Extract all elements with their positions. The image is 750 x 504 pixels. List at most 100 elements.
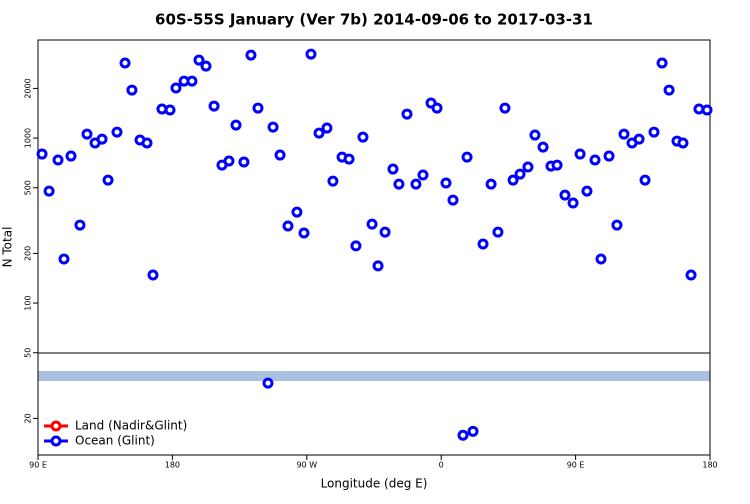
point	[477, 238, 489, 250]
point	[514, 168, 526, 180]
point	[164, 104, 176, 116]
point	[223, 155, 235, 167]
point	[52, 154, 64, 166]
point	[186, 75, 198, 87]
point	[379, 226, 391, 238]
point	[58, 253, 70, 265]
plot-frame	[37, 39, 711, 456]
y-tick-label: 100	[24, 295, 33, 310]
point	[343, 153, 355, 165]
point	[447, 194, 459, 206]
point	[81, 128, 93, 140]
point	[74, 219, 86, 231]
point	[618, 128, 630, 140]
point	[366, 218, 378, 230]
point	[147, 269, 159, 281]
point	[639, 174, 651, 186]
band	[38, 371, 710, 381]
point	[119, 57, 131, 69]
point	[611, 219, 623, 231]
point	[262, 377, 274, 389]
point	[603, 150, 615, 162]
point	[567, 197, 579, 209]
point	[372, 260, 384, 272]
y-tick-label: 500	[24, 180, 33, 195]
point	[499, 102, 511, 114]
legend: Land (Nadir&Glint)Ocean (Glint)	[44, 419, 187, 448]
point	[648, 126, 660, 138]
x-tick-label: 90 E	[567, 461, 585, 470]
legend-marker	[50, 420, 62, 432]
x-tick-label: 90 E	[29, 461, 47, 470]
point	[96, 133, 108, 145]
point	[529, 129, 541, 141]
point	[387, 163, 399, 175]
point	[350, 240, 362, 252]
y-tick-label: 2000	[24, 78, 33, 98]
point	[485, 178, 497, 190]
x-tick-label: 180	[165, 461, 180, 470]
point	[701, 104, 713, 116]
point	[65, 150, 77, 162]
point	[357, 131, 369, 143]
point	[170, 82, 182, 94]
point	[537, 141, 549, 153]
point	[200, 60, 212, 72]
y-tick-label: 50	[24, 348, 33, 358]
point	[663, 84, 675, 96]
y-tick-label: 1000	[24, 128, 33, 148]
point	[43, 185, 55, 197]
point	[321, 122, 333, 134]
point	[633, 133, 645, 145]
point	[252, 102, 264, 114]
point	[111, 126, 123, 138]
point	[581, 185, 593, 197]
point	[245, 49, 257, 61]
point	[193, 54, 205, 66]
point	[410, 178, 422, 190]
point	[291, 206, 303, 218]
point	[230, 119, 242, 131]
point	[401, 108, 413, 120]
point	[677, 137, 689, 149]
x-tick-label: 0	[439, 461, 444, 470]
point	[298, 227, 310, 239]
point	[102, 174, 114, 186]
point	[305, 48, 317, 60]
point	[440, 177, 452, 189]
point	[559, 189, 571, 201]
point	[431, 102, 443, 114]
point	[417, 169, 429, 181]
point	[313, 127, 325, 139]
x-axis-label: Longitude (deg E)	[321, 477, 428, 491]
point	[656, 57, 668, 69]
point	[507, 174, 519, 186]
x-tick-label: 180	[702, 461, 717, 470]
point	[461, 151, 473, 163]
point	[492, 226, 504, 238]
point	[238, 156, 250, 168]
point	[141, 137, 153, 149]
point	[327, 175, 339, 187]
point	[522, 161, 534, 173]
x-tick-label: 90 W	[296, 461, 317, 470]
point	[589, 154, 601, 166]
point	[467, 425, 479, 437]
y-axis-label: N Total	[1, 227, 15, 268]
legend-label: Land (Nadir&Glint)	[75, 419, 187, 433]
point	[274, 149, 286, 161]
point	[267, 121, 279, 133]
point	[208, 100, 220, 112]
point	[574, 148, 586, 160]
point	[685, 269, 697, 281]
point	[551, 159, 563, 171]
point	[36, 148, 48, 160]
point	[595, 253, 607, 265]
y-tick-label: 20	[24, 413, 33, 423]
point	[457, 429, 469, 441]
legend-marker	[50, 435, 62, 447]
point	[393, 178, 405, 190]
legend-label: Ocean (Glint)	[75, 434, 155, 448]
